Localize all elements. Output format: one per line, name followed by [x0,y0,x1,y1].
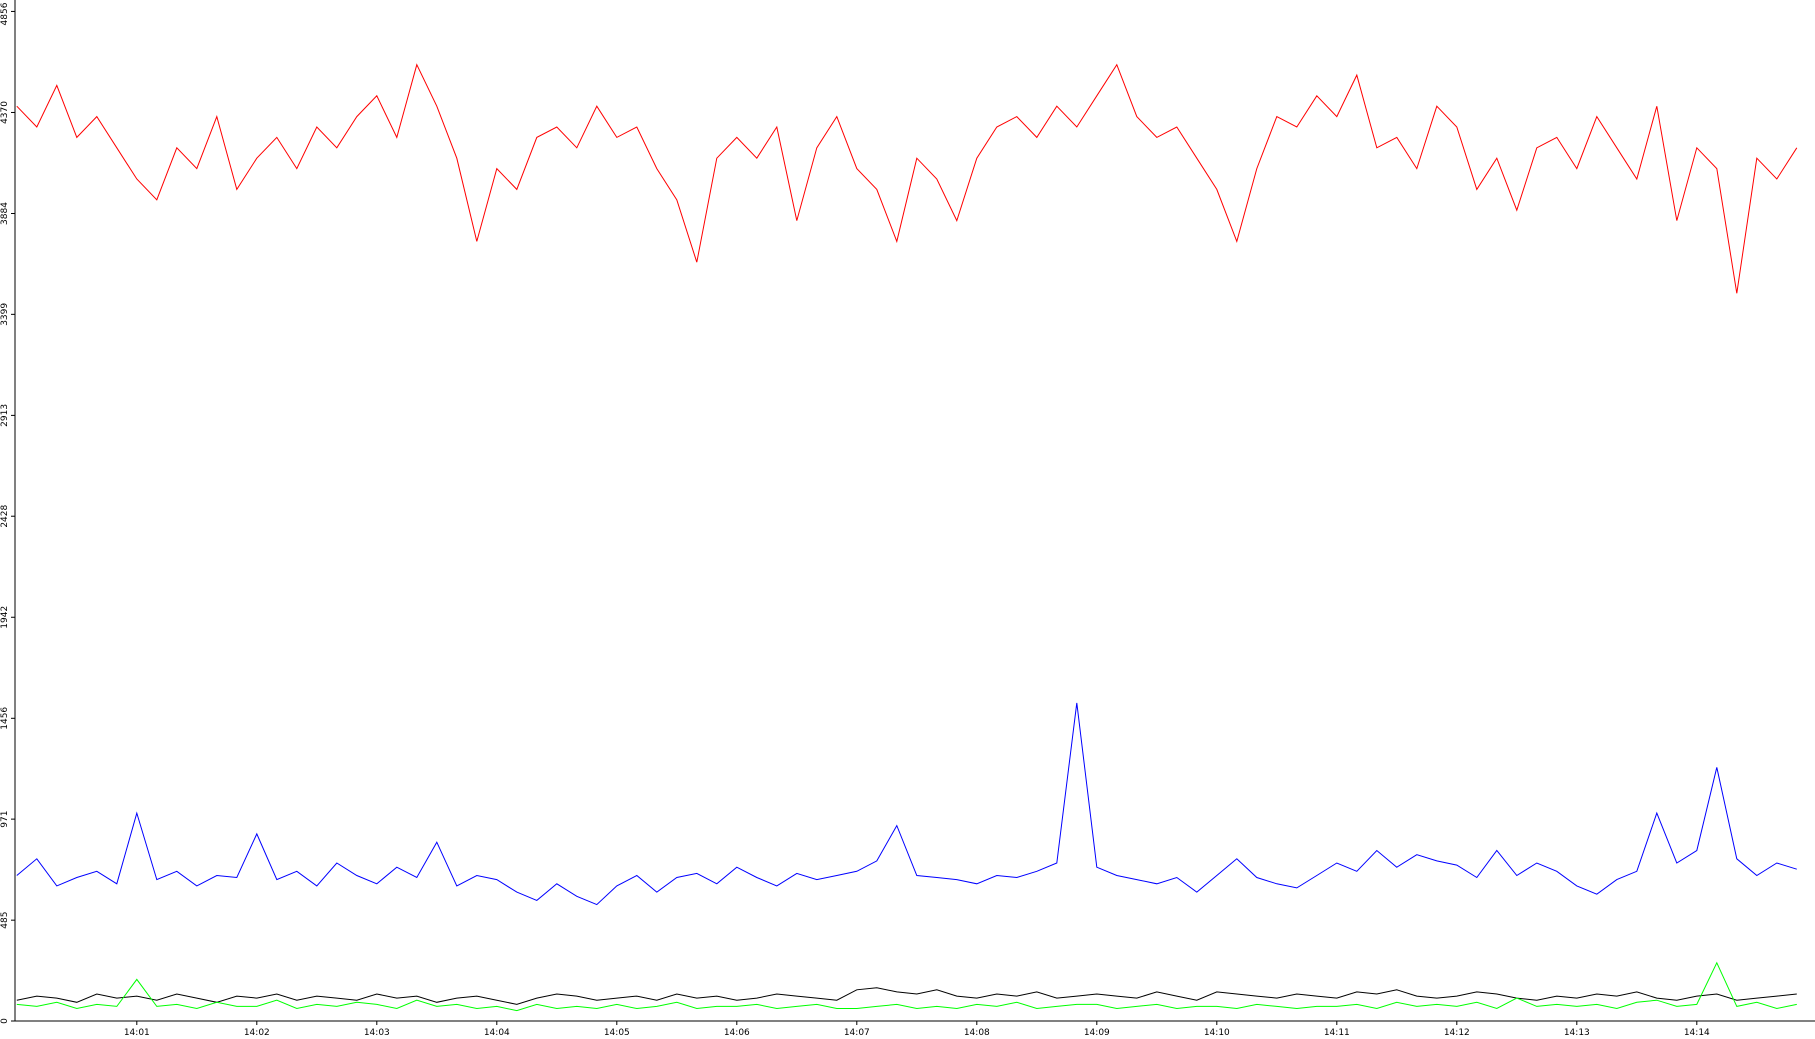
y-tick-label: 0 [0,1018,10,1024]
series-line [16,63,1798,294]
y-tick-label: 4370 [0,101,10,124]
y-tick-label: 971 [0,811,10,828]
y-tick-label: 1456 [0,707,10,730]
y-tick-label: 1942 [0,606,10,629]
series-line [16,961,1797,1012]
x-tick-label: 14:07 [844,1028,870,1038]
x-tick-label: 14:12 [1444,1028,1470,1038]
x-tick-label: 14:09 [1084,1028,1110,1038]
series-line [16,987,1797,1005]
x-tick-label: 14:13 [1564,1028,1590,1038]
x-tick-label: 14:05 [604,1028,630,1038]
x-tick-label: 14:14 [1684,1028,1710,1038]
y-tick-label: 2913 [0,404,10,427]
x-tick-label: 14:06 [724,1028,750,1038]
y-tick-label: 3399 [0,303,10,326]
y-tick-label: 2428 [0,504,10,527]
x-tick-label: 14:03 [364,1028,390,1038]
series-line [16,702,1797,906]
y-tick-label: 4856 [0,2,10,25]
x-tick-label: 14:08 [964,1028,990,1038]
x-tick-label: 14:10 [1204,1028,1230,1038]
y-tick-label: 485 [0,912,10,929]
x-tick-label: 14:02 [244,1028,270,1038]
x-tick-label: 14:01 [124,1028,150,1038]
x-tick-label: 14:11 [1324,1028,1350,1038]
y-tick-label: 3884 [0,202,10,225]
x-tick-label: 14:04 [484,1028,510,1038]
